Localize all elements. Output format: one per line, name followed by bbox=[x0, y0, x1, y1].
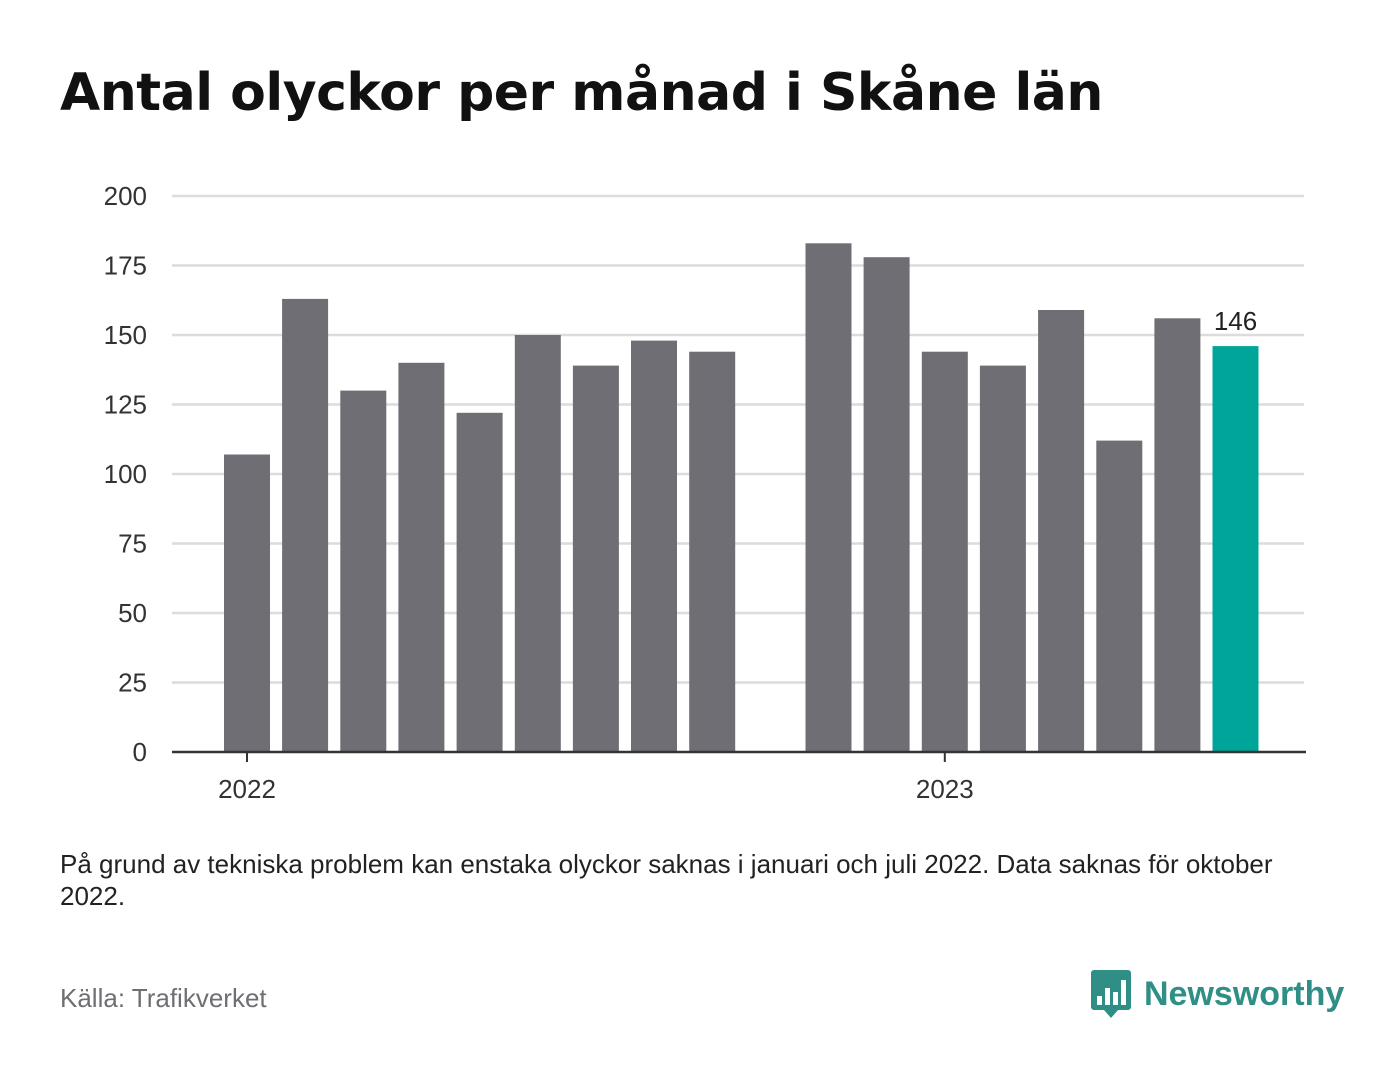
bar bbox=[572, 365, 619, 752]
data-label-highlighted: 146 bbox=[1214, 306, 1257, 336]
footnote: På grund av tekniska problem kan enstaka… bbox=[60, 849, 1273, 911]
bars bbox=[224, 243, 1259, 753]
bar bbox=[1096, 440, 1143, 752]
bar bbox=[398, 362, 445, 752]
bar bbox=[863, 257, 910, 752]
y-tick-label: 50 bbox=[118, 598, 147, 628]
y-tick-label: 25 bbox=[118, 668, 147, 698]
newsworthy-logo[interactable]: Newsworthy bbox=[1090, 968, 1344, 1020]
bar bbox=[1038, 310, 1085, 752]
bar bbox=[1154, 318, 1201, 752]
y-tick-label: 125 bbox=[104, 390, 147, 420]
bar bbox=[689, 351, 736, 752]
y-tick-label: 175 bbox=[104, 251, 147, 281]
y-tick-label: 150 bbox=[104, 320, 147, 350]
x-tick-label: 2023 bbox=[916, 774, 974, 804]
y-tick-label: 0 bbox=[133, 737, 147, 767]
data-labels: 146 bbox=[1214, 306, 1257, 336]
bar bbox=[282, 298, 329, 752]
bar bbox=[514, 335, 561, 752]
x-axis: 2022 2023 bbox=[172, 750, 1306, 804]
x-tick-label: 2022 bbox=[218, 774, 276, 804]
bar bbox=[224, 454, 270, 752]
bar-chart: 0 25 50 75 100 125 150 175 200 146 2022 2023 bbox=[104, 181, 1306, 804]
y-tick-label: 75 bbox=[118, 529, 147, 559]
y-tick-label: 200 bbox=[104, 181, 147, 211]
bar bbox=[631, 340, 677, 752]
bar bbox=[921, 351, 968, 752]
chart-title: Antal olyckor per månad i Skåne län bbox=[60, 63, 1103, 123]
y-axis-ticks: 0 25 50 75 100 125 150 175 200 bbox=[104, 181, 147, 767]
source-text: Källa: Trafikverket bbox=[60, 983, 267, 1013]
brand-name: Newsworthy bbox=[1144, 974, 1345, 1013]
bar bbox=[979, 365, 1026, 752]
bar-highlighted bbox=[1212, 346, 1259, 752]
y-tick-label: 100 bbox=[104, 459, 147, 489]
bar bbox=[805, 243, 852, 753]
bar bbox=[340, 390, 387, 752]
bar bbox=[456, 412, 503, 752]
bar-chart-speech-bubble-icon bbox=[1091, 970, 1131, 1018]
